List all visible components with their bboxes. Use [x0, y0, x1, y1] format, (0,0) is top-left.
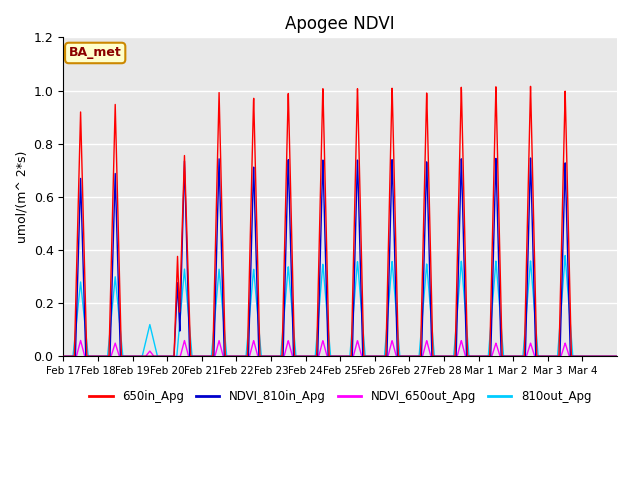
810out_Apg: [173, 353, 180, 359]
NDVI_810in_Apg: [460, 252, 468, 258]
810out_Apg: [460, 290, 468, 296]
NDVI_650out_Apg: [607, 353, 615, 359]
650in_Apg: [460, 193, 468, 199]
NDVI_650out_Apg: [173, 353, 180, 359]
NDVI_810in_Apg: [529, 233, 536, 239]
810out_Apg: [613, 353, 621, 359]
Y-axis label: umol/(m^ 2*s): umol/(m^ 2*s): [15, 151, 28, 243]
650in_Apg: [412, 353, 419, 359]
NDVI_650out_Apg: [77, 337, 84, 343]
810out_Apg: [561, 252, 569, 258]
NDVI_810in_Apg: [613, 353, 621, 359]
Line: NDVI_650out_Apg: NDVI_650out_Apg: [63, 340, 617, 356]
Legend: 650in_Apg, NDVI_810in_Apg, NDVI_650out_Apg, 810out_Apg: 650in_Apg, NDVI_810in_Apg, NDVI_650out_A…: [84, 385, 596, 408]
NDVI_810in_Apg: [412, 353, 419, 359]
650in_Apg: [173, 276, 180, 282]
Line: NDVI_810in_Apg: NDVI_810in_Apg: [63, 158, 617, 356]
NDVI_810in_Apg: [60, 353, 67, 359]
650in_Apg: [495, 224, 503, 229]
Title: Apogee NDVI: Apogee NDVI: [285, 15, 395, 33]
NDVI_650out_Apg: [495, 351, 503, 357]
650in_Apg: [529, 171, 536, 177]
NDVI_650out_Apg: [60, 353, 67, 359]
Line: 650in_Apg: 650in_Apg: [63, 86, 617, 356]
NDVI_650out_Apg: [412, 353, 419, 359]
Line: 810out_Apg: 810out_Apg: [63, 255, 617, 356]
810out_Apg: [412, 353, 419, 359]
NDVI_650out_Apg: [613, 353, 621, 359]
NDVI_650out_Apg: [529, 347, 536, 352]
NDVI_810in_Apg: [607, 353, 615, 359]
650in_Apg: [613, 353, 621, 359]
810out_Apg: [607, 353, 615, 359]
NDVI_810in_Apg: [527, 155, 534, 161]
NDVI_650out_Apg: [460, 348, 468, 354]
810out_Apg: [60, 353, 67, 359]
650in_Apg: [607, 353, 615, 359]
NDVI_810in_Apg: [173, 297, 180, 303]
Text: BA_met: BA_met: [69, 47, 122, 60]
650in_Apg: [60, 353, 67, 359]
NDVI_810in_Apg: [495, 279, 503, 285]
810out_Apg: [529, 281, 536, 287]
810out_Apg: [495, 299, 503, 304]
650in_Apg: [527, 84, 534, 89]
